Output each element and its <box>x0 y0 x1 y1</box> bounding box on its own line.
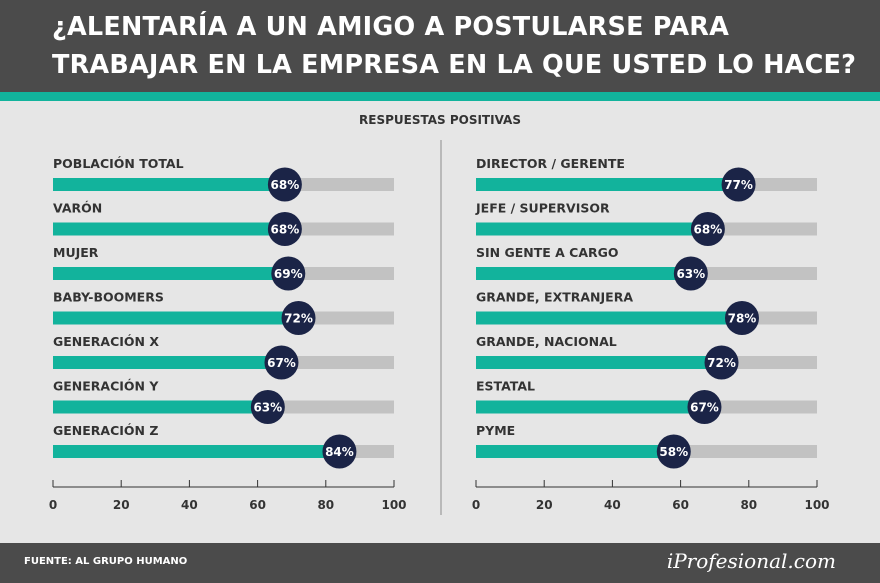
value-badge <box>250 390 285 424</box>
x-tick-label: 40 <box>604 498 621 512</box>
value-label: 78% <box>728 312 757 326</box>
x-tick-label: 100 <box>804 498 829 512</box>
category-label: MUJER <box>53 245 99 260</box>
chart-area: RESPUESTAS POSITIVAS POBLACIÓN TOTAL 68% V… <box>49 113 830 515</box>
bar <box>476 311 742 325</box>
category-label: GRANDE, NACIONAL <box>476 334 617 349</box>
value-badge <box>267 167 302 202</box>
value-label: 67% <box>267 356 296 370</box>
value-label: 68% <box>271 178 300 192</box>
x-tick-label: 60 <box>672 498 689 512</box>
bar <box>476 222 708 236</box>
value-badge <box>322 434 357 469</box>
value-label: 84% <box>325 445 354 459</box>
source-note: FUENTE: AL GRUPO HUMANO <box>24 556 188 567</box>
bar <box>53 445 340 458</box>
value-badge <box>267 212 302 246</box>
bar <box>476 445 674 458</box>
bar <box>476 178 739 191</box>
value-badge <box>656 434 691 469</box>
bar <box>53 222 285 236</box>
value-label: 63% <box>676 267 705 281</box>
category-label: POBLACIÓN TOTAL <box>53 156 184 171</box>
category-label: PYME <box>476 423 515 438</box>
value-label: 67% <box>690 401 719 415</box>
x-tick-label: 0 <box>472 498 480 512</box>
x-tick-label: 20 <box>536 498 553 512</box>
value-label: 63% <box>253 401 282 415</box>
value-label: 77% <box>724 178 753 192</box>
bar <box>476 356 722 369</box>
x-tick-label: 80 <box>317 498 334 512</box>
category-label: ESTATAL <box>476 379 535 394</box>
x-tick-label: 0 <box>49 498 57 512</box>
bar <box>476 400 705 414</box>
x-tick-label: 100 <box>381 498 406 512</box>
value-badge <box>673 256 708 291</box>
value-badge <box>281 301 316 335</box>
category-label: VARÓN <box>53 201 102 216</box>
chart-panels: POBLACIÓN TOTAL 68% VARÓN 68% MUJER 69% BABY-B… <box>49 156 830 512</box>
footer-bar: FUENTE: AL GRUPO HUMANO iProfesional.com <box>0 543 880 583</box>
value-label: 58% <box>659 445 688 459</box>
category-label: BABY-BOOMERS <box>53 290 164 305</box>
category-label: GENERACIÓN Y <box>53 379 159 394</box>
value-badge <box>724 301 759 335</box>
category-label: GENERACIÓN X <box>53 334 159 349</box>
value-badge <box>704 345 739 380</box>
value-label: 68% <box>694 223 723 237</box>
category-label: GENERACIÓN Z <box>53 423 158 438</box>
x-tick-label: 20 <box>113 498 130 512</box>
value-badge <box>264 345 299 380</box>
bar <box>53 311 299 325</box>
value-badge <box>687 390 722 424</box>
value-badge <box>690 212 725 246</box>
value-label: 72% <box>284 312 313 326</box>
bar <box>53 356 282 369</box>
category-label: GRANDE, EXTRANJERA <box>476 290 633 305</box>
x-tick-label: 40 <box>181 498 198 512</box>
chart-subtitle: RESPUESTAS POSITIVAS <box>359 113 521 127</box>
value-badge <box>271 256 306 291</box>
chart-title: ¿ALENTARÍA A UN AMIGO A POSTULARSE PARA … <box>52 12 857 80</box>
brand-logo: iProfesional.com <box>666 549 836 573</box>
bar <box>476 267 691 280</box>
value-label: 69% <box>274 267 303 281</box>
bar <box>53 400 268 414</box>
bar <box>53 178 285 191</box>
header-banner: ¿ALENTARÍA A UN AMIGO A POSTULARSE PARA … <box>0 0 880 92</box>
category-label: SIN GENTE A CARGO <box>476 245 619 260</box>
value-label: 68% <box>271 223 300 237</box>
bar <box>53 267 289 280</box>
value-label: 72% <box>707 356 736 370</box>
x-tick-label: 60 <box>249 498 266 512</box>
category-label: JEFE / SUPERVISOR <box>475 201 610 216</box>
value-badge <box>721 167 756 202</box>
category-label: DIRECTOR / GERENTE <box>476 156 625 171</box>
x-tick-label: 80 <box>740 498 757 512</box>
accent-stripe <box>0 92 880 101</box>
